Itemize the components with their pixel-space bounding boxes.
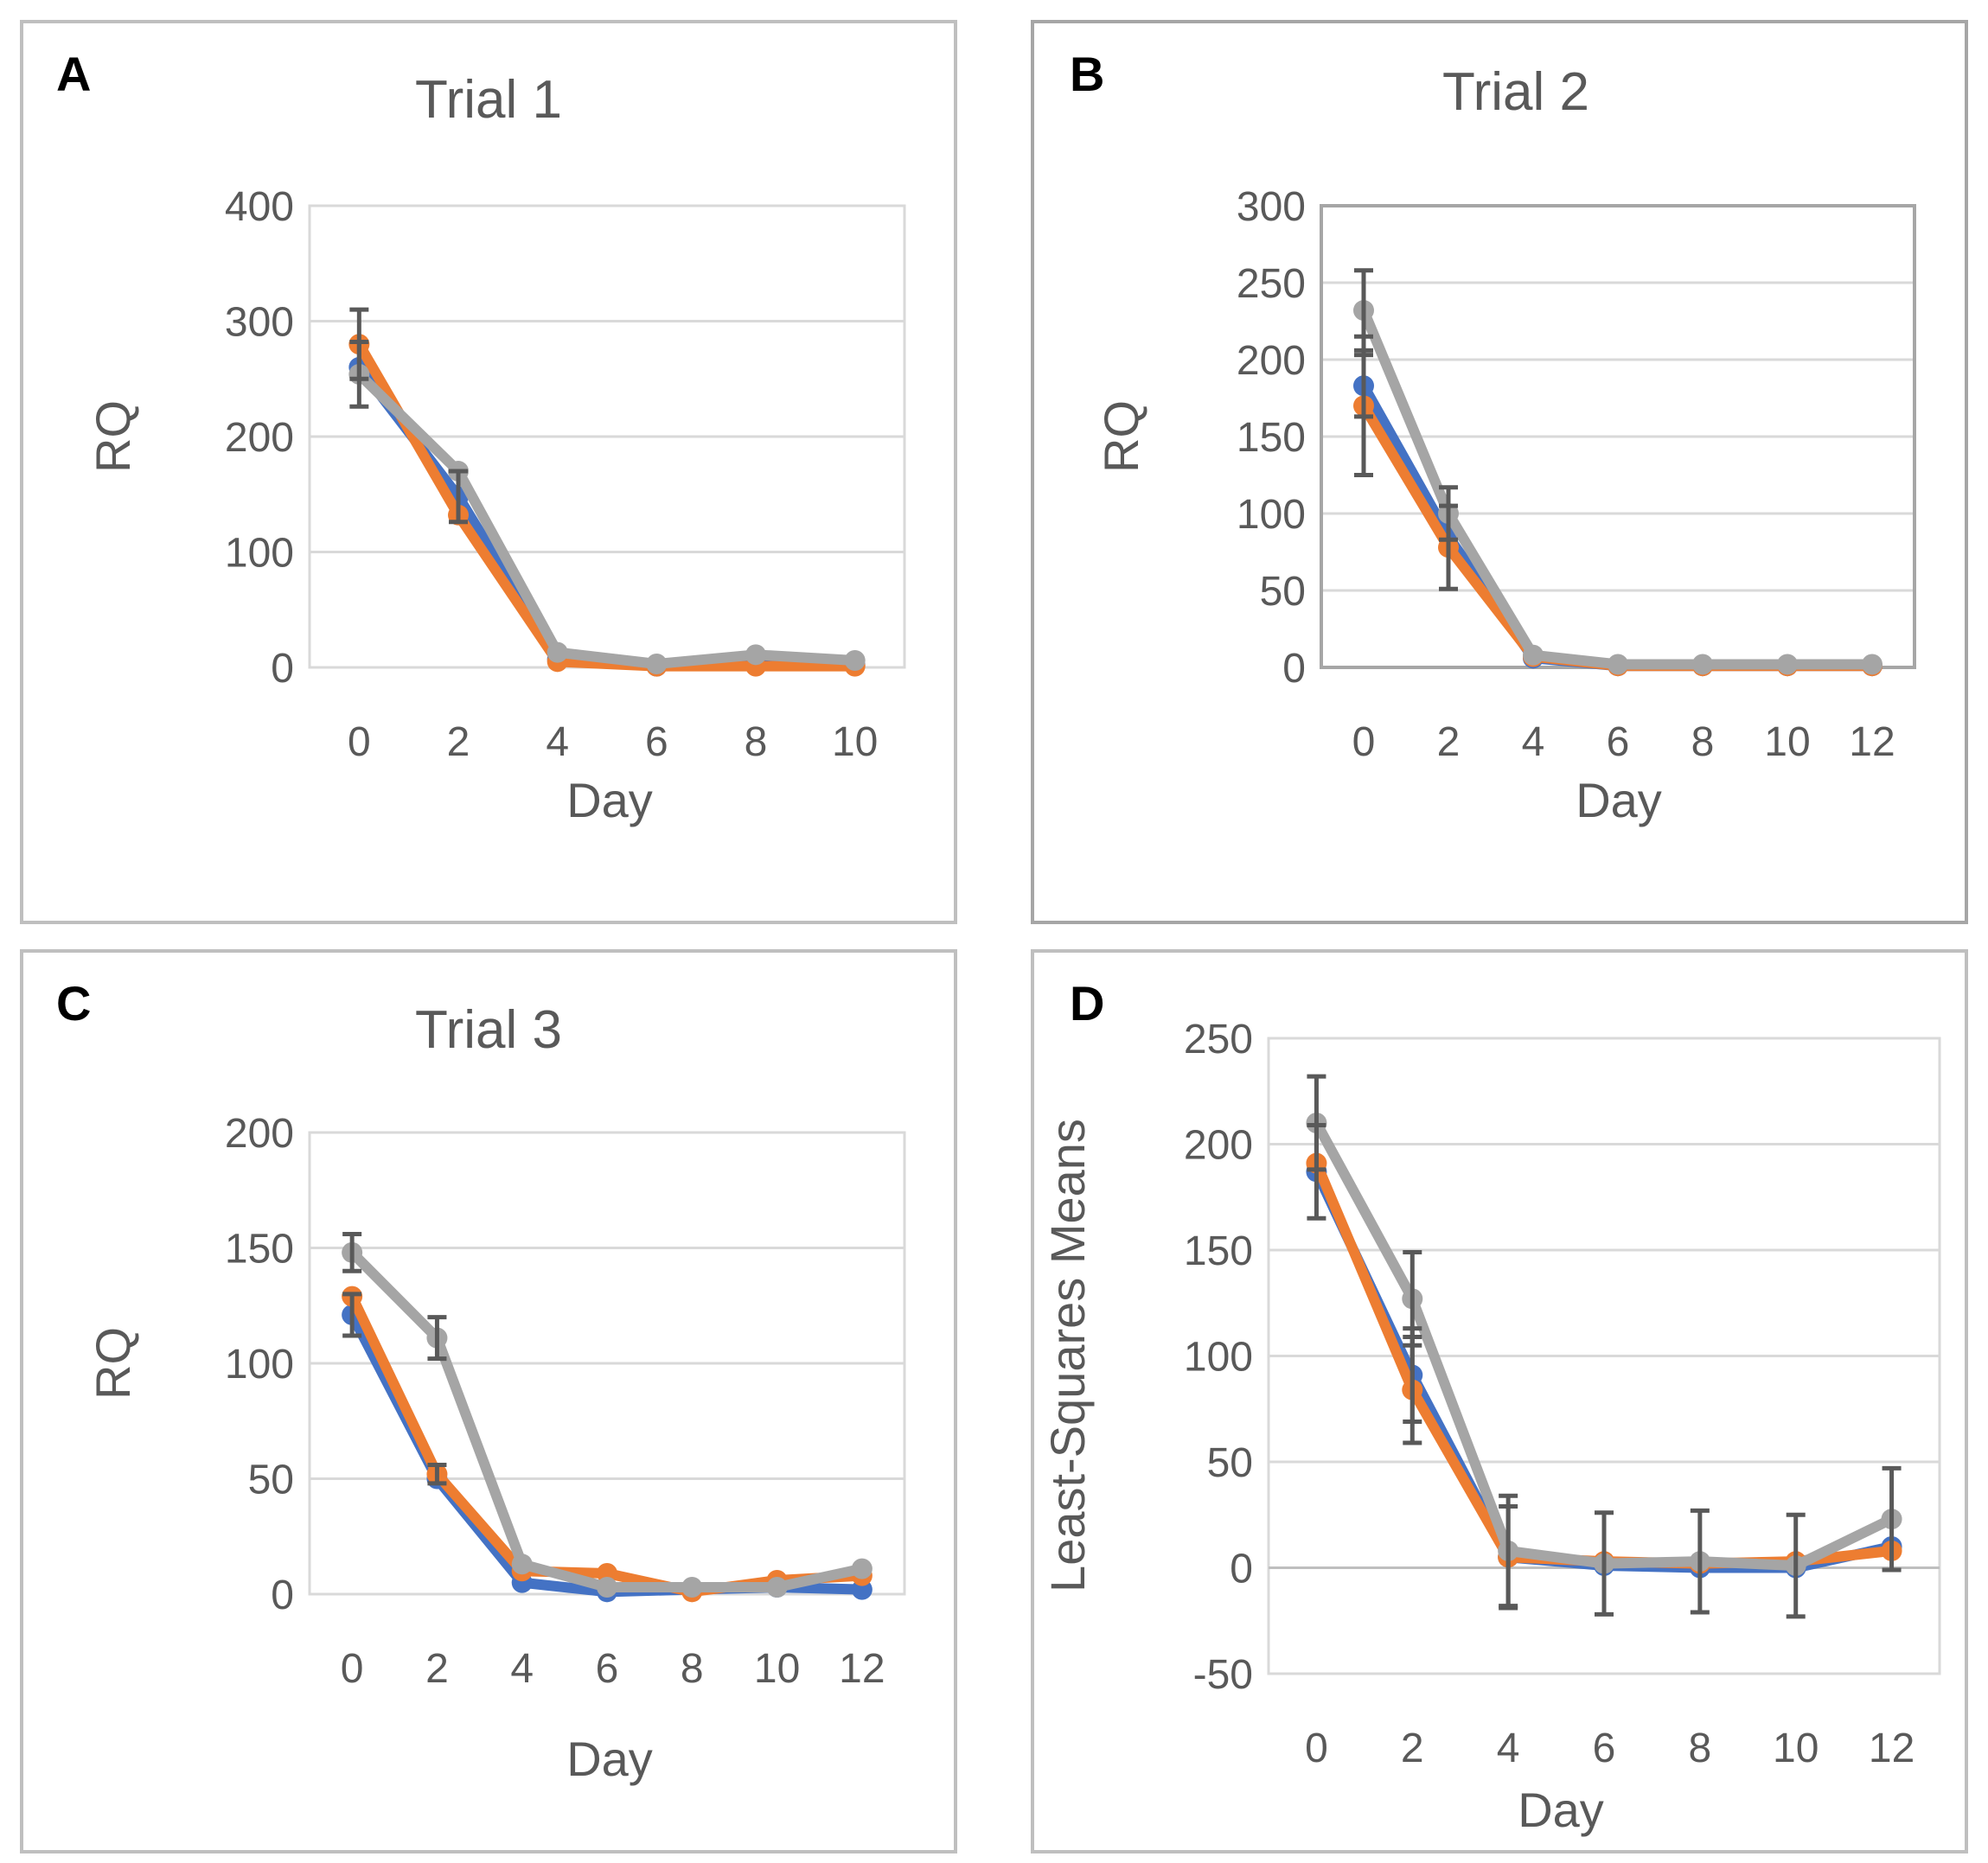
panel-c-x-tick-label: 0: [341, 1646, 364, 1692]
panel-c-x-tick-label: 2: [425, 1646, 449, 1692]
panel-d-y-axis-title: Least-Squares Means: [1040, 1119, 1095, 1592]
panel-c-y-tick-label: 50: [248, 1458, 294, 1503]
panel-a-x-axis-title: Day: [566, 773, 653, 827]
panel-d-x-tick-label: 10: [1773, 1726, 1819, 1771]
panel-d-x-tick-label: 2: [1401, 1726, 1424, 1771]
panel-d-x-tick-label: 0: [1305, 1726, 1328, 1771]
panel-b-y-axis-title: RQ: [1094, 400, 1148, 473]
panel-b-x-tick-label: 12: [1849, 719, 1895, 765]
panel-a-x-tick-label: 2: [447, 719, 470, 765]
panel-b-frame: [1031, 20, 1968, 924]
panel-d-y-tick-label: 100: [1184, 1335, 1253, 1381]
panel-a-y-axis-title: RQ: [86, 400, 140, 473]
panel-b-series-gray-point: [1777, 654, 1798, 675]
panel-a-x-tick-label: 4: [546, 719, 569, 765]
panel-a-frame: [20, 20, 957, 924]
panel-c-series-gray-point: [681, 1576, 703, 1598]
panel-c-plot: Day RQ 0 50 100 150 200 0 2 4 6 8 10 12: [86, 1111, 906, 1786]
panel-a-series-gray-point: [646, 653, 668, 674]
panel-d-plot: Day Least-Squares Means -500501001502002…: [1040, 1017, 1941, 1837]
panel-b-x-axis-title: Day: [1576, 773, 1662, 827]
panel-d: D Day Least-Squares Means -5005010015020…: [1031, 949, 1968, 1853]
panel-d-y-tick-label: 50: [1207, 1440, 1253, 1486]
panel-c-title: Trial 3: [415, 1000, 562, 1060]
panel-d-x-axis-title: Day: [1518, 1783, 1604, 1837]
panel-c-x-tick-label: 10: [754, 1646, 800, 1692]
panel-b-series-gray-point: [1692, 654, 1713, 675]
panel-c-y-tick-label: 200: [225, 1111, 294, 1157]
panel-b-title: Trial 2: [1442, 62, 1589, 122]
panel-c-x-tick-label: 12: [839, 1646, 885, 1692]
panel-b-x-tick-label: 10: [1764, 719, 1810, 765]
panel-b-y-tick-label: 50: [1260, 569, 1306, 615]
panel-d-x-tick-label: 12: [1869, 1726, 1914, 1771]
panel-a-y-tick-label: 300: [225, 300, 294, 346]
panel-b-x-tick-label: 8: [1691, 719, 1715, 765]
panel-b-label: B: [1070, 47, 1104, 101]
panel-b-x-tick-label: 4: [1522, 719, 1545, 765]
panel-c-series-gray-point: [511, 1554, 533, 1575]
panel-c-y-tick-label: 150: [225, 1227, 294, 1273]
panel-b-series-gray-point: [1523, 644, 1544, 666]
panel-d-y-tick-label: 0: [1230, 1547, 1253, 1592]
panel-b-y-tick-label: 300: [1237, 184, 1306, 230]
panel-c-x-axis-title: Day: [566, 1732, 653, 1786]
panel-c-x-tick-label: 6: [596, 1646, 619, 1692]
panel-a-title: Trial 1: [415, 70, 562, 130]
panel-b-x-tick-label: 2: [1437, 719, 1461, 765]
panel-a-x-tick-label: 0: [348, 719, 371, 765]
panel-b-x-tick-label: 6: [1607, 719, 1630, 765]
panel-a-y-tick-label: 100: [225, 531, 294, 577]
panel-b-x-tick-label: 0: [1352, 719, 1376, 765]
panel-c-x-tick-label: 8: [681, 1646, 704, 1692]
panel-c-x-tick-label: 4: [510, 1646, 534, 1692]
panel-d-y-tick-label: -50: [1193, 1652, 1253, 1698]
panel-c-y-tick-label: 100: [225, 1342, 294, 1388]
panel-c-series-gray-point: [597, 1576, 617, 1598]
panel-b-y-tick-label: 250: [1237, 261, 1306, 307]
panel-d-label: D: [1070, 976, 1104, 1030]
panel-c-y-tick-label: 0: [271, 1573, 294, 1618]
panel-c-series-gray-point: [766, 1576, 788, 1598]
panel-d-x-tick-label: 4: [1497, 1726, 1520, 1771]
panel-c-series-gray-point: [851, 1558, 873, 1579]
panel-a-series-orange-line: [354, 339, 860, 672]
panel-a-x-tick-label: 10: [832, 719, 878, 765]
panel-c-y-axis-title: RQ: [86, 1327, 140, 1400]
panel-a-series-gray-line: [354, 368, 860, 669]
panel-d-y-tick-label: 200: [1184, 1123, 1253, 1169]
panel-c-label: C: [56, 976, 91, 1030]
panel-b-y-tick-label: 150: [1237, 415, 1306, 461]
panel-c: C Trial 3 Day RQ 0 50 100 150 200 0 2 4 6 8 10 12: [20, 949, 957, 1853]
panel-a-y-tick-label: 400: [225, 184, 294, 230]
panel-d-frame: [1031, 949, 1968, 1853]
panel-b-y-tick-label: 100: [1237, 492, 1306, 538]
panel-a-series-gray-point: [745, 644, 766, 666]
panel-a-y-tick-label: 200: [225, 415, 294, 461]
panel-d-x-tick-label: 8: [1689, 1726, 1712, 1771]
panel-b-y-tick-label: 0: [1282, 646, 1306, 692]
panel-a-series-gray-point: [844, 649, 866, 671]
panel-d-x-tick-label: 6: [1593, 1726, 1616, 1771]
panel-c-frame: [20, 949, 957, 1853]
panel-b: B Trial 2 Day RQ 0 50 100 150 200 250 300 0 2 4 6 8…: [1031, 20, 1968, 924]
panel-a-x-tick-label: 6: [645, 719, 668, 765]
panel-a-y-tick-label: 0: [271, 646, 294, 692]
panel-b-y-tick-label: 200: [1237, 338, 1306, 384]
panel-d-y-tick-label: 150: [1184, 1228, 1253, 1274]
panel-a: A Trial 1 Day RQ 0 100 200 300 400 0 2 4 6 8 10: [20, 20, 957, 924]
panel-b-series-gray-point: [1608, 654, 1628, 675]
panel-d-plot-frame: [1267, 1037, 1941, 1675]
panel-b-plot: Day RQ 0 50 100 150 200 250 300 0 2 4 6 8 10 12: [1094, 184, 1916, 827]
panel-b-series-gray-point: [1862, 654, 1883, 675]
panel-a-plot: Day RQ 0 100 200 300 400 0 2 4 6 8 10: [86, 184, 906, 827]
panel-a-x-tick-label: 8: [745, 719, 768, 765]
panel-a-series-gray-point: [547, 641, 568, 663]
panel-a-label: A: [56, 47, 91, 101]
panel-d-y-tick-label: 250: [1184, 1017, 1253, 1062]
